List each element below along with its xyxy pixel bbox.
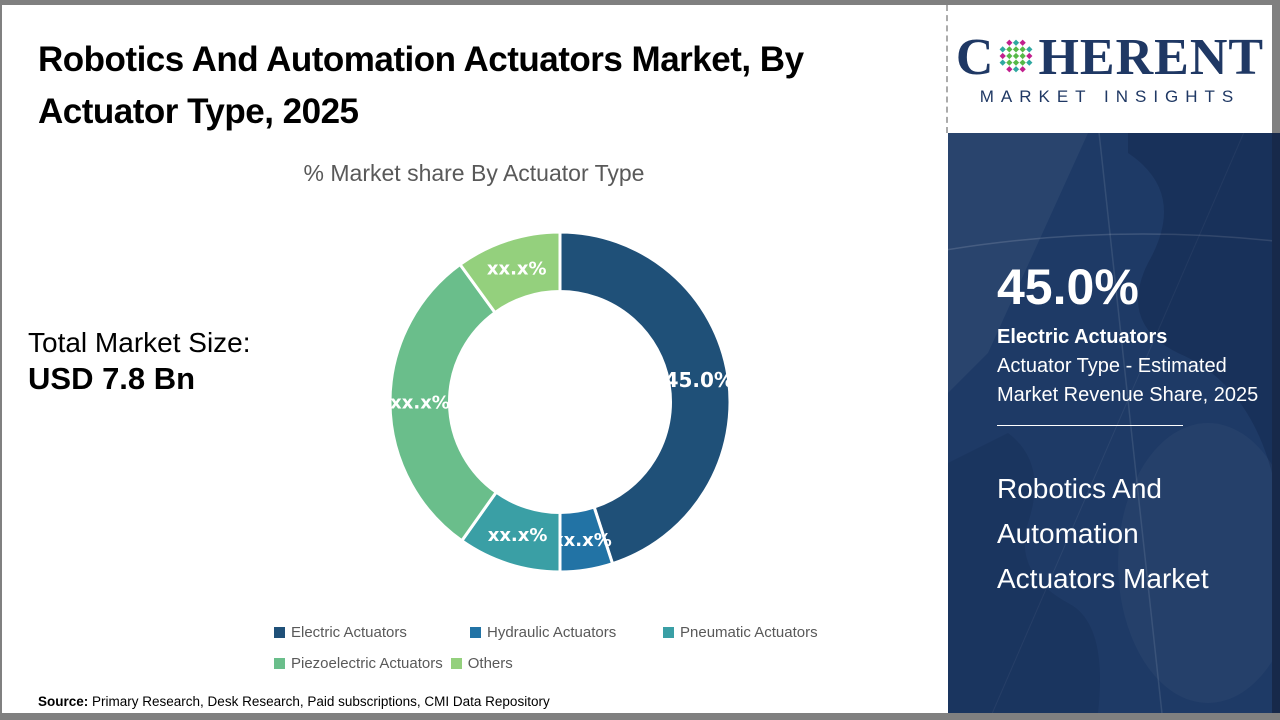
source-text: Primary Research, Desk Research, Paid su… [92, 694, 550, 709]
legend-label: Pneumatic Actuators [680, 624, 818, 641]
page-title: Robotics And Automation Actuators Market… [38, 34, 804, 138]
donut-segment-label: 45.0% [665, 368, 734, 392]
source-label: Source: [38, 694, 89, 709]
donut-segment-label: xx.x% [390, 392, 450, 413]
sidebar-divider [997, 424, 1183, 426]
donut-segment-label: xx.x% [488, 525, 548, 546]
legend-swatch [470, 627, 481, 638]
page-title-line1: Robotics And Automation Actuators Market… [38, 40, 804, 79]
legend-item-electric-actuators: Electric Actuators [274, 624, 470, 641]
donut-segment-piezoelectric-actuators [388, 262, 499, 543]
logo-text-suffix: HERENT [1038, 28, 1265, 86]
legend-swatch [663, 627, 674, 638]
chart-legend: Electric Actuators Hydraulic Actuators Pne… [274, 617, 818, 679]
donut-segment-electric-actuators [558, 230, 732, 566]
legend-swatch [274, 658, 285, 669]
sidebar-stat-description: Actuator Type - Estimated Market Revenue… [997, 354, 1259, 406]
legend-label: Piezoelectric Actuators [291, 655, 443, 672]
donut-chart: 45.0%xx.x%xx.x%xx.x%xx.x% [388, 230, 734, 574]
frame-right-bar-top [1272, 5, 1280, 133]
frame-bottom-bar [0, 713, 1280, 720]
donut-segment-others [457, 230, 562, 315]
legend-item-hydraulic-actuators: Hydraulic Actuators [470, 624, 663, 641]
sidebar-stat-title: Electric Actuators [997, 325, 1168, 348]
company-logo: C HERENT MARKET INSIGHTS [948, 5, 1272, 133]
sidebar-stat-value: 45.0% [997, 259, 1139, 315]
source-line: Source: Primary Research, Desk Research,… [38, 694, 550, 709]
sidebar: 45.0% Electric Actuators Actuator Type -… [948, 133, 1272, 713]
page-title-line2: Actuator Type, 2025 [38, 92, 359, 131]
legend-label: Hydraulic Actuators [487, 624, 617, 641]
legend-item-piezoelectric-actuators: Piezoelectric Actuators [274, 655, 443, 672]
logo-globe-icon [1000, 39, 1033, 72]
sidebar-market-name: Robotics And Automation Actuators Market [997, 472, 1209, 594]
legend-swatch [274, 627, 285, 638]
total-market-value: USD 7.8 Bn [28, 361, 196, 396]
total-market-size: Total Market Size: USD 7.8 Bn [28, 326, 251, 398]
frame-left-bar [0, 5, 2, 713]
frame-right-bar-bottom [1272, 133, 1280, 713]
total-market-label: Total Market Size: [28, 327, 251, 358]
donut-segment-label: xx.x% [552, 530, 612, 551]
donut-segment-label: xx.x% [487, 258, 547, 279]
chart-subtitle: % Market share By Actuator Type [303, 160, 645, 186]
frame-top-bar [0, 0, 1280, 5]
logo-text-prefix: C [955, 28, 995, 86]
logo-tagline: MARKET INSIGHTS [979, 86, 1241, 106]
legend-label: Electric Actuators [291, 624, 407, 641]
legend-item-pneumatic-actuators: Pneumatic Actuators [663, 624, 818, 641]
legend-item-others: Others [450, 655, 513, 672]
header-dashed-divider [946, 5, 948, 133]
legend-label: Others [467, 655, 513, 672]
legend-swatch [450, 658, 462, 669]
